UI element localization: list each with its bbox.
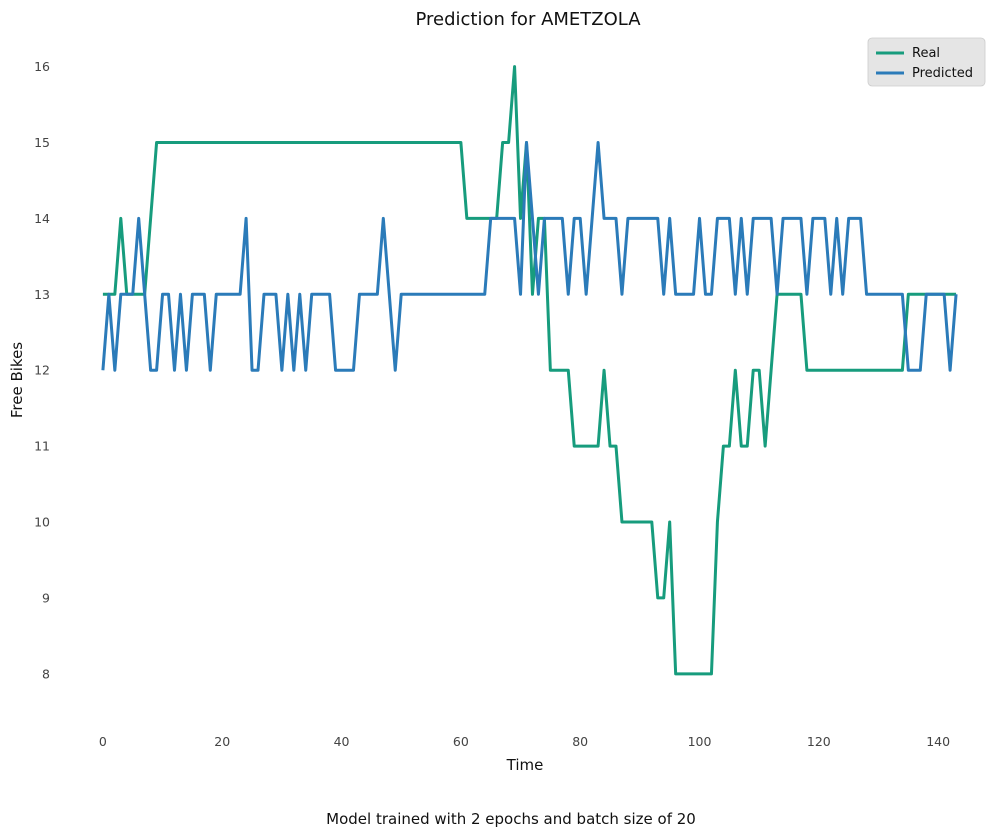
y-tick-label: 11: [34, 439, 50, 454]
legend: Real Predicted: [867, 37, 986, 87]
x-tick-label: 40: [334, 734, 350, 749]
x-axis-ticks: 0 20 40 60 80 100 120 140: [99, 734, 950, 749]
series-line-real: [102, 65, 957, 676]
y-tick-label: 10: [34, 515, 50, 530]
series-line-predicted: [101, 140, 958, 372]
y-axis-ticks: 8 9 10 11 12 13 14 15 16: [34, 59, 50, 681]
legend-label-real: Real: [912, 46, 940, 61]
x-tick-label: 100: [688, 734, 712, 749]
legend-label-predicted: Predicted: [912, 66, 973, 81]
x-tick-label: 140: [926, 734, 950, 749]
y-tick-label: 12: [34, 363, 50, 378]
x-tick-label: 80: [572, 734, 588, 749]
y-tick-label: 13: [34, 287, 50, 302]
chart-title: Prediction for AMETZOLA: [415, 9, 641, 30]
y-tick-label: 8: [42, 666, 50, 681]
x-axis-label: Time: [506, 756, 544, 774]
x-tick-label: 120: [807, 734, 831, 749]
x-tick-label: 0: [99, 734, 107, 749]
y-tick-label: 14: [34, 211, 50, 226]
x-tick-label: 20: [214, 734, 230, 749]
y-axis-label: Free Bikes: [8, 342, 26, 418]
y-tick-label: 15: [34, 135, 50, 150]
y-tick-label: 9: [42, 590, 50, 605]
y-tick-label: 16: [34, 59, 50, 74]
plot-area: [101, 65, 958, 676]
chart-caption: Model trained with 2 epochs and batch si…: [326, 810, 696, 828]
x-tick-label: 60: [453, 734, 469, 749]
